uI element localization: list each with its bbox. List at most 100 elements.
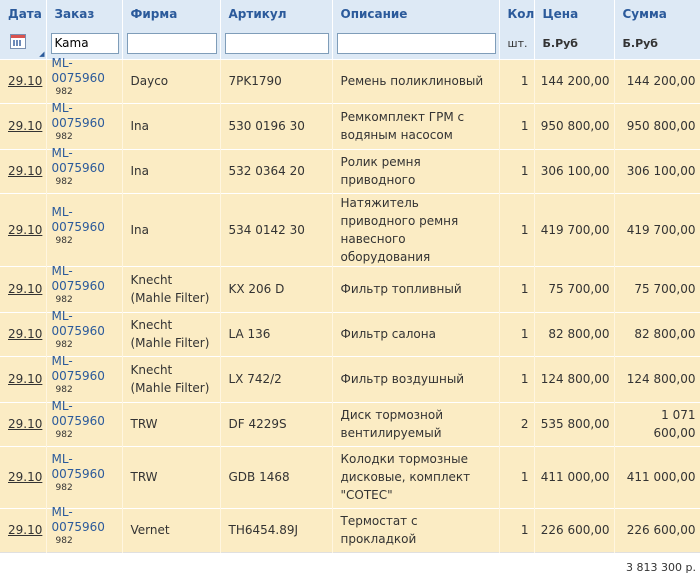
table-row: 29.10 ML-0075960 982 Ina 532 0364 20 Ролик ре… (0, 146, 700, 193)
date-link[interactable]: 29.10 (8, 164, 43, 178)
row-article: 7PK1790 (220, 58, 333, 103)
row-brand: TRW (122, 445, 221, 508)
row-sum: 950 800,00 (614, 102, 700, 149)
row-article: TH6454.89J (220, 507, 333, 552)
order-link[interactable]: ML-0075960 (51, 146, 105, 175)
row-date: 29.10 (0, 102, 47, 149)
date-link[interactable]: 29.10 (8, 222, 43, 237)
total-sum: 3 813 300 р. (0, 551, 700, 583)
sort-arrow-icon[interactable]: ◢ (39, 49, 45, 58)
row-qty: 2 (499, 401, 535, 446)
table-row: 29.10 ML-0075960 982 Dayco 7PK1790 Ремень пол… (0, 56, 700, 103)
row-order: ML-0075960 982 (46, 192, 123, 266)
row-qty: 1 (499, 148, 535, 193)
description-filter-input[interactable] (336, 32, 496, 54)
row-brand: Vernet (122, 507, 221, 552)
col-price[interactable]: Цена (534, 0, 615, 28)
row-brand: Knecht (Mahle Filter) (122, 311, 221, 356)
order-sub: 982 (55, 177, 73, 187)
order-sub: 982 (55, 235, 73, 246)
row-description: Фильтр топливный (332, 265, 500, 312)
row-qty: 1 (499, 192, 535, 266)
date-link[interactable]: 29.10 (8, 417, 43, 431)
row-article: DF 4229S (220, 401, 333, 446)
row-description: Колодки тормозные дисковые, комплект "CO… (332, 445, 500, 508)
row-order: ML-0075960 982 (46, 354, 123, 402)
date-link[interactable]: 29.10 (8, 470, 43, 484)
row-date: 29.10 (0, 148, 47, 193)
order-sub: 982 (55, 295, 73, 305)
col-sum[interactable]: Сумма (614, 0, 700, 28)
row-brand: Knecht (Mahle Filter) (122, 355, 221, 402)
calendar-icon[interactable] (10, 34, 26, 50)
qty-unit: шт. (499, 28, 535, 59)
order-sub: 982 (55, 132, 73, 142)
col-date[interactable]: Дата (0, 0, 47, 28)
row-order: ML-0075960 982 (46, 56, 123, 103)
price-unit: Б.Руб (534, 28, 615, 59)
row-order: ML-0075960 982 (46, 445, 123, 508)
brand-filter-input[interactable] (126, 32, 217, 54)
table-row: 29.10 ML-0075960 982 Knecht (Mahle Filter) K… (0, 264, 700, 312)
row-price: 75 700,00 (534, 265, 615, 312)
order-link[interactable]: ML-0075960 (51, 354, 105, 383)
article-filter-input[interactable] (224, 32, 329, 54)
row-sum: 306 100,00 (614, 148, 700, 193)
row-sum: 411 000,00 (614, 445, 700, 508)
row-description: Натяжитель приводного ремня навесного об… (332, 192, 500, 266)
row-price: 411 000,00 (534, 445, 615, 508)
order-sub: 982 (55, 340, 73, 350)
row-price: 535 800,00 (534, 401, 615, 446)
date-link[interactable]: 29.10 (8, 282, 43, 296)
row-sum: 124 800,00 (614, 355, 700, 402)
row-description: Ролик ремня приводного (332, 148, 500, 193)
row-brand: Dayco (122, 58, 221, 103)
description-filter-cell (332, 28, 500, 59)
order-link[interactable]: ML-0075960 (51, 452, 105, 481)
row-qty: 1 (499, 265, 535, 312)
row-price: 950 800,00 (534, 102, 615, 149)
order-sub: 982 (55, 385, 73, 395)
order-link[interactable]: ML-0075960 (51, 264, 105, 293)
row-sum: 226 600,00 (614, 507, 700, 552)
order-link[interactable]: ML-0075960 (51, 56, 105, 85)
date-link[interactable]: 29.10 (8, 372, 43, 386)
order-filter-input[interactable] (50, 32, 119, 54)
date-link[interactable]: 29.10 (8, 327, 43, 341)
header-row: Дата Заказ Фирма Артикул Описание Кол Це… (0, 0, 700, 28)
order-link[interactable]: ML-0075960 (51, 399, 105, 428)
col-article[interactable]: Артикул (220, 0, 333, 28)
date-link[interactable]: 29.10 (8, 119, 43, 133)
filter-row: ◢ шт. Б.Руб Б.Руб (0, 28, 700, 59)
row-article: 530 0196 30 (220, 102, 333, 149)
row-date: 29.10 (0, 192, 47, 266)
row-description: Фильтр салона (332, 311, 500, 356)
order-link[interactable]: ML-0075960 (51, 101, 105, 130)
row-price: 144 200,00 (534, 58, 615, 103)
row-description: Диск тормозной вентилируемый (332, 401, 500, 446)
row-date: 29.10 (0, 445, 47, 508)
row-qty: 1 (499, 355, 535, 402)
order-link[interactable]: ML-0075960 (51, 309, 105, 338)
row-article: LA 136 (220, 311, 333, 356)
row-order: ML-0075960 982 (46, 264, 123, 312)
row-brand: Knecht (Mahle Filter) (122, 265, 221, 312)
date-link[interactable]: 29.10 (8, 523, 43, 537)
row-brand: Ina (122, 102, 221, 149)
order-link[interactable]: ML-0075960 (51, 505, 105, 534)
row-brand: TRW (122, 401, 221, 446)
table-row: 29.10 ML-0075960 982 TRW DF 4229S Диск тормоз… (0, 399, 700, 446)
col-brand[interactable]: Фирма (122, 0, 221, 28)
table-row: 29.10 ML-0075960 982 Ina 534 0142 30 Натяжите… (0, 192, 700, 266)
row-brand: Ina (122, 148, 221, 193)
row-qty: 1 (499, 445, 535, 508)
col-qty[interactable]: Кол (499, 0, 535, 28)
row-price: 306 100,00 (534, 148, 615, 193)
order-sub: 982 (55, 430, 73, 440)
order-link[interactable]: ML-0075960 (51, 204, 105, 234)
date-link[interactable]: 29.10 (8, 74, 43, 88)
col-order[interactable]: Заказ (46, 0, 123, 28)
col-description[interactable]: Описание (332, 0, 500, 28)
article-filter-cell (220, 28, 333, 59)
